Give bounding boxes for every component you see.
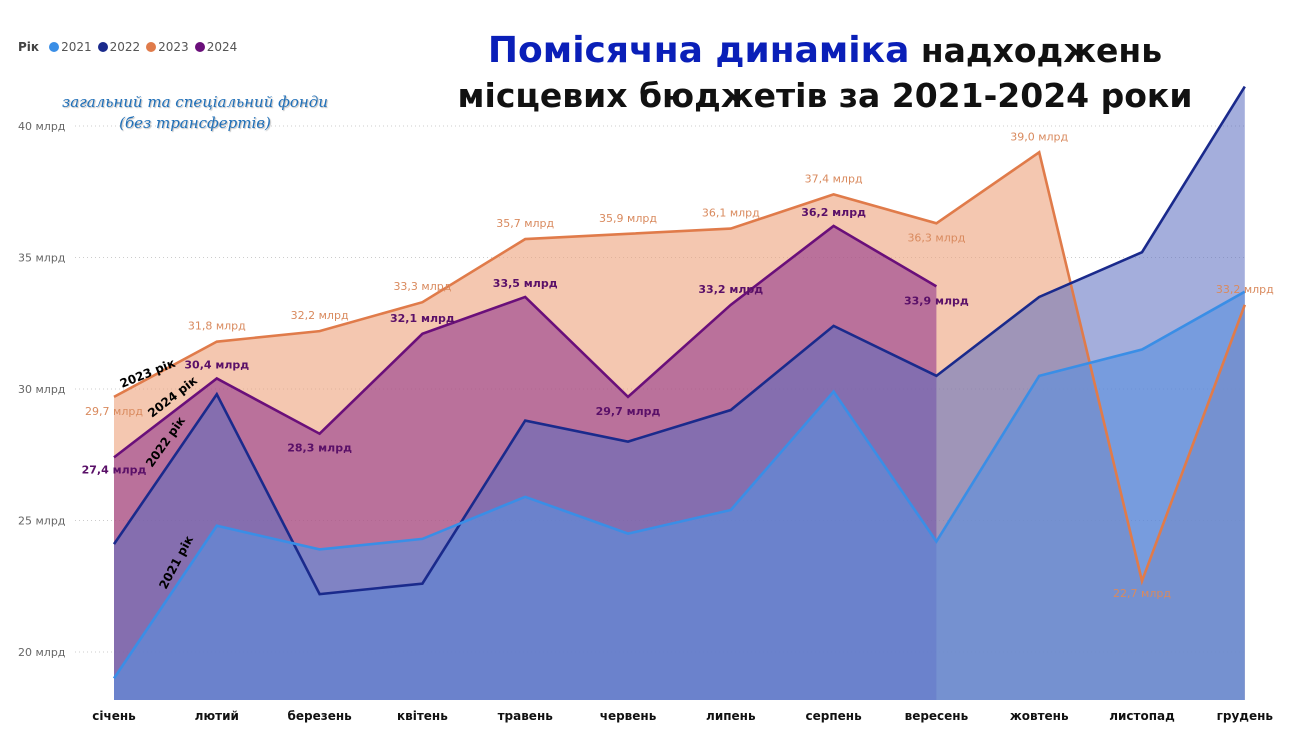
legend-label: 2024 xyxy=(206,40,238,54)
x-tick-label: січень xyxy=(92,709,136,723)
data-label-2023: 35,9 млрд xyxy=(599,212,657,225)
chart-title: Помісячна динаміка надходжень місцевих б… xyxy=(440,28,1210,118)
y-tick-label: 25 млрд xyxy=(18,515,66,528)
chart-subtitle: загальний та спеціальний фонди (без тран… xyxy=(60,92,330,134)
data-label-2023: 37,4 млрд xyxy=(805,172,863,185)
data-label-2024: 33,5 млрд xyxy=(493,277,558,290)
data-label-2023: 32,2 млрд xyxy=(291,309,349,322)
y-tick-label: 30 млрд xyxy=(18,383,66,396)
legend-dot xyxy=(194,42,205,52)
data-label-2024: 36,2 млрд xyxy=(801,206,866,219)
data-label-2024: 29,7 млрд xyxy=(596,405,661,418)
x-tick-label: листопад xyxy=(1109,709,1175,723)
data-label-2024: 27,4 млрд xyxy=(82,463,147,476)
line-2022 xyxy=(112,85,1246,596)
legend-title: Рік xyxy=(18,40,40,54)
data-label-2023: 29,7 млрд xyxy=(85,405,143,418)
title-rest: надходжень xyxy=(920,31,1163,70)
data-label-2024: 30,4 млрд xyxy=(184,358,249,371)
legend-item-2021[interactable]: 2021 xyxy=(49,40,92,54)
data-label-2023: 22,7 млрд xyxy=(1113,587,1171,600)
legend-item-2024[interactable]: 2024 xyxy=(194,40,238,54)
legend-item-2023[interactable]: 2023 xyxy=(146,40,189,54)
y-tick-label: 40 млрд xyxy=(18,120,66,133)
data-label-2023: 35,7 млрд xyxy=(496,217,554,230)
x-tick-label: березень xyxy=(287,709,352,723)
subtitle-line1: загальний та спеціальний фонди xyxy=(62,93,328,111)
title-highlight: Помісячна динаміка xyxy=(487,30,910,71)
line-2021 xyxy=(112,290,1246,680)
x-tick-label: травень xyxy=(498,709,554,723)
legend-dot xyxy=(97,42,108,52)
x-tick-label: червень xyxy=(600,709,657,723)
data-label-2023: 36,3 млрд xyxy=(907,231,965,244)
data-label-2023: 36,1 млрд xyxy=(702,207,760,220)
x-tick-label: квітень xyxy=(397,709,448,723)
data-label-2024: 28,3 млрд xyxy=(287,442,352,455)
data-label-2023: 33,3 млрд xyxy=(393,280,451,293)
data-label-2023: 31,8 млрд xyxy=(188,320,246,333)
legend-dot xyxy=(49,42,60,52)
data-label-2024: 33,2 млрд xyxy=(698,283,763,296)
line-2023 xyxy=(113,150,1247,586)
area-2021 xyxy=(114,291,1245,700)
y-tick-label: 35 млрд xyxy=(18,252,66,265)
legend-dot xyxy=(146,42,157,52)
data-label-2024: 32,1 млрд xyxy=(390,312,455,325)
y-tick-label: 20 млрд xyxy=(18,646,66,659)
legend-item-2022[interactable]: 2022 xyxy=(97,40,141,54)
legend: Рік 2021 2022 2023 2024 xyxy=(18,40,237,54)
data-label-2023: 33,2 млрд xyxy=(1216,283,1274,296)
data-label-2023: 39,0 млрд xyxy=(1010,130,1068,143)
legend-label: 2023 xyxy=(158,40,189,54)
legend-label: 2022 xyxy=(109,40,141,54)
x-tick-label: липень xyxy=(706,709,756,723)
x-tick-label: лютий xyxy=(195,709,239,723)
subtitle-line2: (без трансфертів) xyxy=(119,114,271,132)
x-tick-label: жовтень xyxy=(1010,709,1069,723)
legend-label: 2021 xyxy=(61,40,92,54)
x-tick-label: вересень xyxy=(905,709,969,723)
x-tick-label: грудень xyxy=(1217,709,1274,723)
x-tick-label: серпень xyxy=(806,709,863,723)
data-label-2024: 33,9 млрд xyxy=(904,294,969,307)
title-line2: місцевих бюджетів за 2021-2024 роки xyxy=(457,76,1193,115)
